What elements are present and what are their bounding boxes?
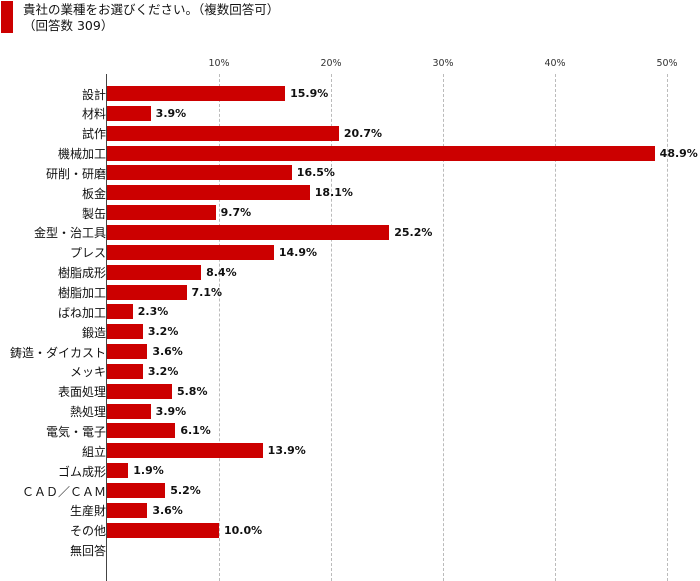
bar	[107, 403, 151, 419]
bar	[107, 224, 390, 240]
category-label: 鍛造	[81, 325, 106, 340]
x-tick-label: 20%	[320, 58, 342, 69]
value-label: 5.2%	[170, 484, 201, 497]
x-tick-label: 10%	[208, 58, 230, 69]
y-axis-line	[106, 74, 107, 581]
value-label: 13.9%	[267, 444, 306, 458]
category-label: 研削・研磨	[45, 166, 106, 181]
bar	[107, 522, 219, 538]
category-label: 表面処理	[57, 385, 106, 400]
category-label: ＣＡＤ／ＣＡＭ	[21, 484, 106, 499]
category-label: メッキ	[69, 365, 106, 380]
title-accent-bar	[1, 1, 13, 33]
value-label: 7.1%	[191, 285, 223, 299]
category-label: 材料	[81, 107, 106, 122]
category-label: 機械加工	[57, 147, 106, 162]
category-label: ばね加工	[57, 305, 106, 320]
value-label: 25.2%	[394, 225, 433, 239]
category-label: 試作	[81, 127, 106, 142]
gridline	[555, 74, 556, 581]
bar	[107, 86, 286, 101]
value-label: 9.7%	[220, 206, 252, 220]
category-label: ゴム成形	[57, 464, 106, 479]
category-label: 樹脂成形	[57, 266, 106, 281]
bar	[107, 383, 172, 399]
bar	[107, 324, 143, 340]
bar	[107, 483, 166, 498]
bar	[107, 125, 339, 141]
category-label: その他	[69, 524, 106, 539]
gridline	[443, 74, 444, 581]
category-label: 板金	[81, 186, 106, 201]
category-label: 設計	[81, 87, 106, 102]
bar	[107, 344, 148, 360]
bar	[107, 443, 263, 459]
bar	[107, 284, 187, 300]
value-label: 3.9%	[155, 106, 187, 120]
category-label: 無回答	[69, 544, 106, 559]
value-label: 1.9%	[133, 464, 164, 478]
bar	[107, 105, 151, 121]
bar	[107, 244, 274, 260]
value-label: 5.8%	[176, 384, 208, 398]
value-label: 3.6%	[152, 345, 183, 359]
category-label: 電気・電子	[45, 424, 106, 439]
category-label: 製缶	[81, 206, 106, 221]
title-line-2: （回答数 309）	[23, 18, 114, 33]
bar	[107, 145, 655, 161]
value-label: 15.9%	[290, 87, 329, 100]
gridline	[331, 74, 332, 581]
value-label: 14.9%	[278, 245, 318, 259]
value-label: 8.4%	[206, 265, 237, 279]
value-label: 3.9%	[155, 404, 187, 418]
category-label: 熱処理	[69, 405, 106, 420]
bar	[107, 304, 133, 320]
bar	[107, 205, 216, 221]
value-label: 18.1%	[314, 186, 353, 200]
value-label: 3.2%	[147, 364, 179, 378]
value-label: 2.3%	[137, 305, 169, 319]
category-label: 生産財	[69, 504, 106, 519]
gridline	[667, 74, 668, 581]
category-label: プレス	[69, 246, 106, 261]
category-label: 樹脂加工	[57, 286, 106, 300]
category-label: 組立	[81, 444, 106, 459]
x-tick-label: 30%	[432, 58, 454, 69]
title-line-1: 貴社の業種をお選びください。（複数回答可）	[23, 2, 280, 17]
bar	[107, 463, 129, 479]
value-label: 6.1%	[180, 424, 211, 438]
bar	[107, 264, 202, 280]
x-tick-label: 50%	[656, 58, 678, 69]
bar	[107, 165, 292, 181]
value-label: 16.5%	[296, 166, 335, 180]
gridline	[219, 74, 220, 581]
bar	[107, 502, 148, 518]
bar	[107, 363, 143, 379]
value-label: 20.7%	[343, 126, 382, 140]
category-label: 鋳造・ダイカスト	[9, 345, 106, 360]
value-label: 3.2%	[147, 325, 179, 339]
bar	[107, 185, 310, 201]
category-label: 金型・治工具	[33, 226, 106, 241]
value-label: 3.6%	[152, 503, 183, 517]
value-label: 10.0%	[224, 523, 263, 537]
chart-title: 貴社の業種をお選びください。（複数回答可） （回答数 309）	[23, 2, 279, 34]
bar	[107, 423, 176, 439]
value-label: 48.9%	[659, 146, 698, 160]
x-tick-label: 40%	[544, 58, 566, 69]
